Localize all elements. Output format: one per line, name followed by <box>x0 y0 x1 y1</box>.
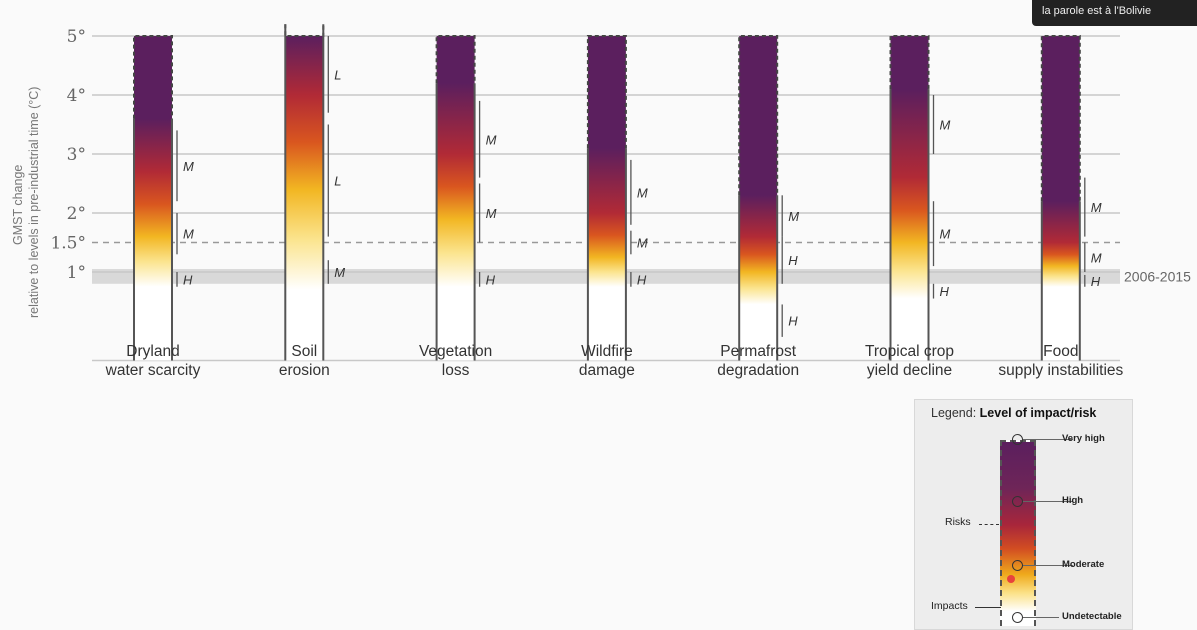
category-label-1-line2: erosion <box>279 362 330 379</box>
bar-5-confidence-label-0: H <box>940 284 950 299</box>
y-tick-label-5: 5° <box>67 27 86 47</box>
category-label-2-line1: Vegetation <box>419 343 492 360</box>
bar-0-risk-outline <box>133 35 173 119</box>
bar-3-confidence-label-1: M <box>637 236 648 251</box>
legend-very-high-label: Very high <box>1062 433 1105 444</box>
bar-0-confidence-label-1: M <box>183 227 194 242</box>
y-tick-label-1: 1.5° <box>50 234 86 254</box>
bar-4-confidence-label-2: M <box>788 209 799 224</box>
bar-0-confidence-label-2: M <box>183 159 194 174</box>
legend-impacts-connector <box>975 607 1001 608</box>
category-label-3-line1: Wildfire <box>581 343 633 360</box>
y-axis-label-line2: relative to levels in pre-industrial tim… <box>27 87 41 318</box>
legend-impacts-label: Impacts <box>931 600 968 612</box>
legend-high-line <box>1023 501 1073 502</box>
legend-moderate-marker <box>1012 560 1023 571</box>
bars-layer <box>133 24 1086 361</box>
legend-title: Legend: Level of impact/risk <box>931 406 1096 420</box>
bar-2-confidence-label-0: H <box>486 272 496 287</box>
bar-6-confidence-label-1: M <box>1091 250 1102 265</box>
legend-moderate-line <box>1023 565 1073 566</box>
bar-3-confidence-label-2: M <box>637 185 648 200</box>
bar-6-risk-outline <box>1040 35 1081 202</box>
bar-5-risk-outline <box>889 35 930 90</box>
bar-0-confidence-label-0: H <box>183 272 193 287</box>
bar-1 <box>285 36 324 361</box>
legend-high-marker <box>1012 496 1023 507</box>
category-label-6-line1: Food <box>1043 343 1078 360</box>
legend-undetectable-label: Undetectable <box>1062 611 1122 622</box>
bar-4 <box>739 36 778 361</box>
bar-4-risk-outline <box>738 35 779 196</box>
reference-band-label: 2006-2015 <box>1124 268 1191 284</box>
legend-title-bold: Level of impact/risk <box>979 406 1097 420</box>
category-label-2-line2: loss <box>442 362 470 379</box>
legend-panel: Legend: Level of impact/risk Very high H… <box>914 399 1133 630</box>
legend-risks-label: Risks <box>945 516 971 528</box>
bar-4-confidence-label-0: H <box>788 314 798 329</box>
category-label-3-line2: damage <box>579 362 635 379</box>
bar-2-confidence-label-1: M <box>486 206 497 221</box>
legend-very-high-line <box>1023 439 1073 440</box>
bar-2-risk-outline <box>435 35 476 84</box>
y-axis-label-line1: GMST change <box>11 165 25 245</box>
bar-6-confidence-label-0: H <box>1091 274 1101 289</box>
bar-1-confidence-label-1: L <box>334 174 341 189</box>
bar-1-confidence-label-2: L <box>334 67 341 82</box>
y-tick-label-2: 2° <box>67 204 86 224</box>
bar-1-confidence-label-0: M <box>334 265 345 280</box>
legend-marker-dot <box>1007 575 1015 583</box>
legend-undetectable-line <box>1023 617 1059 618</box>
bar-0 <box>134 36 172 361</box>
bar-5-confidence-label-2: M <box>940 118 951 133</box>
legend-risks-connector <box>979 524 999 526</box>
category-label-1-line1: Soil <box>291 343 317 360</box>
legend-moderate-label: Moderate <box>1062 559 1105 570</box>
bar-3-confidence-label-0: H <box>637 272 647 287</box>
bar-5-confidence-label-1: M <box>940 227 951 242</box>
tooltip-overlay: la parole est à l'Bolivie <box>1032 0 1197 26</box>
bar-3-risk-outline <box>586 35 627 149</box>
y-tick-label-4: 4° <box>67 86 86 106</box>
bar-6-confidence-label-2: M <box>1091 200 1102 215</box>
category-label-6-line2: supply instabilities <box>998 362 1123 379</box>
bar-1-risk-outline <box>284 24 325 37</box>
category-label-0-line2: water scarcity <box>105 362 201 379</box>
legend-high-label: High <box>1062 495 1084 506</box>
legend-undetectable-marker <box>1012 612 1023 623</box>
y-tick-label-0: 1° <box>67 263 86 283</box>
category-label-5-line2: yield decline <box>867 362 952 379</box>
category-label-0-line1: Dryland <box>126 343 179 360</box>
bar-2 <box>436 36 475 361</box>
category-label-4-line1: Permafrost <box>720 343 796 360</box>
bar-4-confidence-label-1: H <box>788 253 798 268</box>
bar-5 <box>890 36 929 361</box>
category-label-5-line1: Tropical crop <box>865 343 954 360</box>
category-label-4-line2: degradation <box>717 362 799 379</box>
legend-title-prefix: Legend: <box>931 406 977 420</box>
legend-very-high-marker <box>1012 434 1023 445</box>
legend-gradient-bar <box>1000 440 1036 626</box>
bar-6 <box>1041 36 1080 361</box>
y-tick-label-3: 3° <box>67 145 86 165</box>
bar-3 <box>587 36 626 361</box>
bar-2-confidence-label-2: M <box>486 132 497 147</box>
